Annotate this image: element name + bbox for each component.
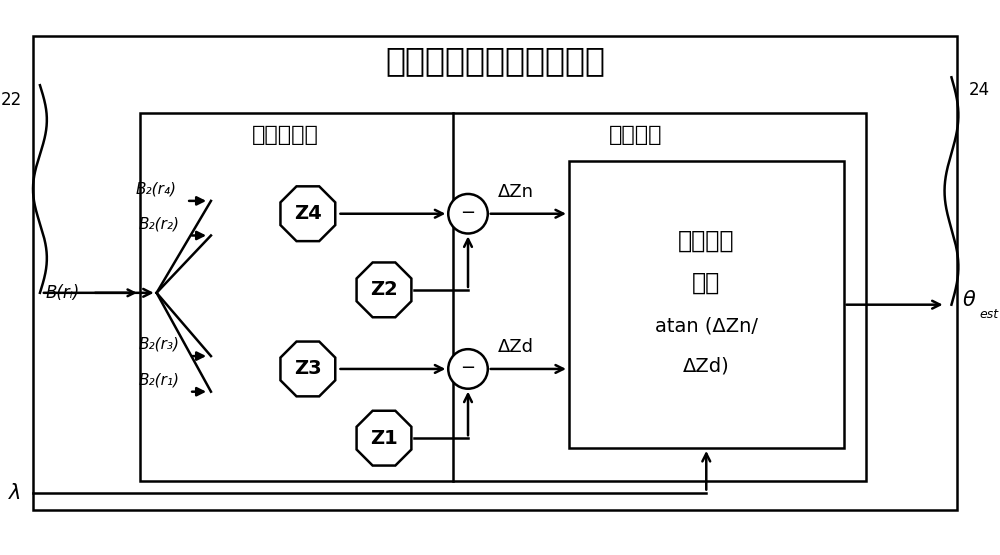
Text: B(rᵢ): B(rᵢ) bbox=[46, 284, 80, 302]
Text: B₂(r₁): B₂(r₁) bbox=[138, 372, 179, 387]
Text: ΔZd): ΔZd) bbox=[683, 356, 730, 376]
Text: Z1: Z1 bbox=[370, 428, 398, 448]
Text: Z2: Z2 bbox=[370, 280, 398, 299]
Text: est: est bbox=[979, 308, 998, 321]
Text: −: − bbox=[460, 204, 476, 222]
FancyBboxPatch shape bbox=[140, 113, 866, 481]
Polygon shape bbox=[280, 186, 335, 241]
Text: λ: λ bbox=[9, 482, 21, 502]
Text: 24: 24 bbox=[969, 81, 990, 99]
Polygon shape bbox=[357, 411, 411, 466]
Text: ΔZd: ΔZd bbox=[497, 338, 533, 356]
Text: B₂(r₂): B₂(r₂) bbox=[138, 216, 179, 231]
Text: Z3: Z3 bbox=[294, 360, 322, 379]
Text: B₂(r₄): B₂(r₄) bbox=[135, 181, 176, 196]
Text: 杂散场可靠的角度传感器: 杂散场可靠的角度传感器 bbox=[385, 44, 605, 77]
Text: −: − bbox=[460, 359, 476, 377]
Text: 22: 22 bbox=[1, 91, 22, 109]
FancyBboxPatch shape bbox=[569, 162, 844, 448]
Text: 角度计算: 角度计算 bbox=[678, 229, 735, 253]
Text: B₂(r₃): B₂(r₃) bbox=[138, 337, 179, 352]
Circle shape bbox=[448, 349, 488, 388]
Text: atan (ΔZn/: atan (ΔZn/ bbox=[655, 317, 758, 336]
Text: 信号处理: 信号处理 bbox=[609, 125, 663, 145]
Text: 传感器前端: 传感器前端 bbox=[252, 125, 319, 145]
Circle shape bbox=[448, 194, 488, 234]
Polygon shape bbox=[357, 263, 411, 317]
Polygon shape bbox=[280, 341, 335, 396]
Text: Z4: Z4 bbox=[294, 204, 322, 223]
Text: 例如: 例如 bbox=[692, 271, 720, 295]
Text: θ: θ bbox=[962, 290, 975, 310]
FancyBboxPatch shape bbox=[33, 36, 957, 511]
Text: ΔZn: ΔZn bbox=[497, 183, 533, 201]
